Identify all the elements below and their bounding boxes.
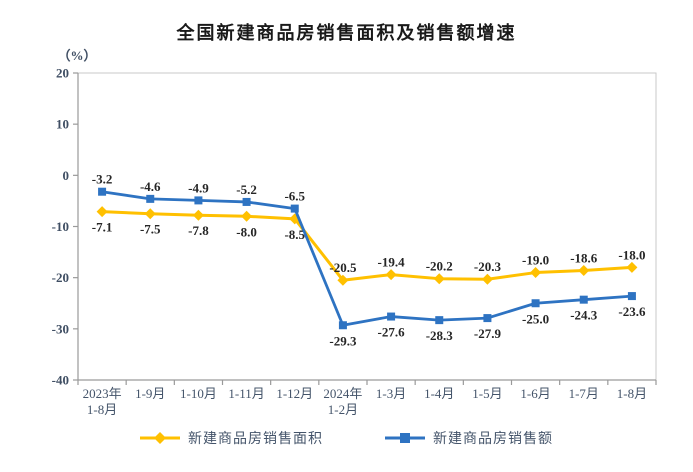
plot-area <box>77 72 657 381</box>
series-sales-amount: -3.2 -4.6 -4.9 -5.2 -6.5 -29.3 -27.6 -28.3 -27.9… <box>92 172 646 349</box>
data-point-marker <box>578 265 590 277</box>
data-point-label: -7.5 <box>140 222 161 237</box>
data-point-marker <box>337 274 349 286</box>
data-point-marker <box>531 299 540 308</box>
data-point-marker <box>387 312 396 321</box>
y-tick-label: 0 <box>63 168 70 183</box>
data-point-label: -20.3 <box>474 259 502 274</box>
data-point-label: -27.9 <box>474 326 502 341</box>
data-point-label: -20.5 <box>329 260 357 275</box>
y-tick-label: -40 <box>52 373 69 388</box>
data-point-marker <box>481 273 493 285</box>
y-tick-label: -20 <box>52 270 69 285</box>
legend-item-sales-amount: 新建商品房销售额 <box>385 428 553 448</box>
data-point-marker <box>435 316 444 325</box>
data-point-marker <box>338 321 347 330</box>
data-point-label: -28.3 <box>426 328 454 343</box>
legend-label-sales-area: 新建商品房销售面积 <box>188 430 323 446</box>
x-tick-label: 1-11月 <box>228 386 264 401</box>
data-point-label: -3.2 <box>92 172 113 187</box>
x-tick-label: 1-9月 <box>135 386 165 401</box>
x-tick-label: 1-10月 <box>180 386 217 401</box>
data-point-label: -7.8 <box>188 223 209 238</box>
x-tick-label: 1-3月 <box>376 386 406 401</box>
data-point-label: -4.9 <box>188 180 209 195</box>
x-tick-label: 2023年 1-8月 <box>83 386 122 417</box>
y-tick-label: 10 <box>56 117 69 132</box>
data-point-marker <box>530 267 542 279</box>
data-point-label: -23.6 <box>618 304 646 319</box>
x-tick-label: 1-12月 <box>276 386 313 401</box>
data-point-label: -19.0 <box>522 253 549 268</box>
data-point-label: -24.3 <box>570 308 598 323</box>
data-point-marker <box>98 187 107 196</box>
data-point-marker <box>385 269 397 281</box>
data-point-label: -6.5 <box>284 189 305 204</box>
data-point-marker <box>241 210 253 222</box>
chart-title: 全国新建商品房销售面积及销售额增速 <box>176 23 517 43</box>
y-tick-label: 20 <box>56 66 69 81</box>
data-point-label: -8.0 <box>236 224 257 239</box>
data-point-label: -29.3 <box>329 333 357 348</box>
series-line <box>102 210 633 282</box>
data-point-marker <box>626 261 638 273</box>
data-point-label: -4.6 <box>140 179 161 194</box>
data-point-label: -5.2 <box>236 182 257 197</box>
data-point-label: -18.6 <box>570 251 598 266</box>
series-line <box>101 190 633 327</box>
data-point-marker <box>144 208 156 220</box>
data-point-marker <box>242 197 251 206</box>
legend-label-sales-amount: 新建商品房销售额 <box>433 430 553 446</box>
legend-item-sales-area: 新建商品房销售面积 <box>140 428 323 448</box>
data-point-marker <box>192 209 204 221</box>
y-tick-label: -30 <box>52 321 69 336</box>
data-point-marker <box>433 273 445 285</box>
data-point-marker <box>483 314 492 323</box>
legend-marker-diamond-icon <box>140 432 180 444</box>
data-point-label: -18.0 <box>618 247 645 262</box>
data-point-marker <box>290 204 299 213</box>
data-point-label: -8.5 <box>284 227 305 242</box>
y-axis: 20 10 0 -10 -20 -30 -40 （%） <box>52 48 97 388</box>
x-axis: 2023年 1-8月 1-9月 1-10月 1-11月 1-12月 2024年 1-2月 1-3… <box>77 380 657 417</box>
x-tick-label: 1-5月 <box>472 386 502 401</box>
x-tick-label: 1-8月 <box>617 386 647 401</box>
series-sales-area: -7.1 -7.5 -7.8 -8.0 -8.5 -20.5 -19.4 -20.2 -20.3… <box>92 206 645 286</box>
x-tick-label: 2024年 1-2月 <box>323 386 362 417</box>
y-tick-label: -10 <box>52 219 69 234</box>
x-tick-label: 1-6月 <box>520 386 550 401</box>
data-point-label: -27.6 <box>378 325 406 340</box>
y-axis-unit-label: （%） <box>57 48 96 63</box>
x-tick-label: 1-7月 <box>569 386 599 401</box>
data-point-marker <box>579 295 588 304</box>
data-point-label: -7.1 <box>92 220 113 235</box>
x-tick-label: 1-4月 <box>424 386 454 401</box>
data-point-marker <box>146 194 155 203</box>
legend-marker-square-icon <box>385 433 425 443</box>
data-point-marker <box>627 292 636 301</box>
data-point-marker <box>194 196 203 205</box>
data-point-label: -20.2 <box>426 259 453 274</box>
chart-legend: 新建商品房销售面积 新建商品房销售额 <box>0 428 693 448</box>
data-point-label: -25.0 <box>522 311 549 326</box>
data-point-label: -19.4 <box>378 255 406 270</box>
data-point-marker <box>96 206 108 218</box>
line-chart: 20 10 0 -10 -20 -30 -40 （%） 2023年 1-8月 1-9月 1-10月 1-… <box>52 48 657 417</box>
